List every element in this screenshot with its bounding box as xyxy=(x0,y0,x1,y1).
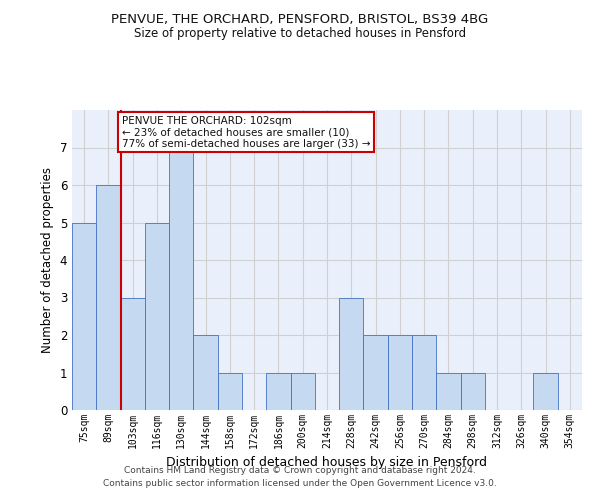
Bar xyxy=(266,372,290,410)
Bar xyxy=(169,148,193,410)
Bar xyxy=(461,372,485,410)
Bar xyxy=(193,335,218,410)
Bar xyxy=(121,298,145,410)
Text: Contains HM Land Registry data © Crown copyright and database right 2024.
Contai: Contains HM Land Registry data © Crown c… xyxy=(103,466,497,487)
Text: PENVUE THE ORCHARD: 102sqm
← 23% of detached houses are smaller (10)
77% of semi: PENVUE THE ORCHARD: 102sqm ← 23% of deta… xyxy=(122,116,370,149)
Text: Size of property relative to detached houses in Pensford: Size of property relative to detached ho… xyxy=(134,28,466,40)
Bar xyxy=(412,335,436,410)
Bar xyxy=(533,372,558,410)
X-axis label: Distribution of detached houses by size in Pensford: Distribution of detached houses by size … xyxy=(167,456,487,469)
Bar xyxy=(290,372,315,410)
Text: PENVUE, THE ORCHARD, PENSFORD, BRISTOL, BS39 4BG: PENVUE, THE ORCHARD, PENSFORD, BRISTOL, … xyxy=(112,12,488,26)
Bar xyxy=(339,298,364,410)
Bar xyxy=(145,222,169,410)
Bar xyxy=(364,335,388,410)
Bar xyxy=(388,335,412,410)
Bar xyxy=(96,185,121,410)
Y-axis label: Number of detached properties: Number of detached properties xyxy=(41,167,54,353)
Bar xyxy=(218,372,242,410)
Bar xyxy=(72,222,96,410)
Bar xyxy=(436,372,461,410)
